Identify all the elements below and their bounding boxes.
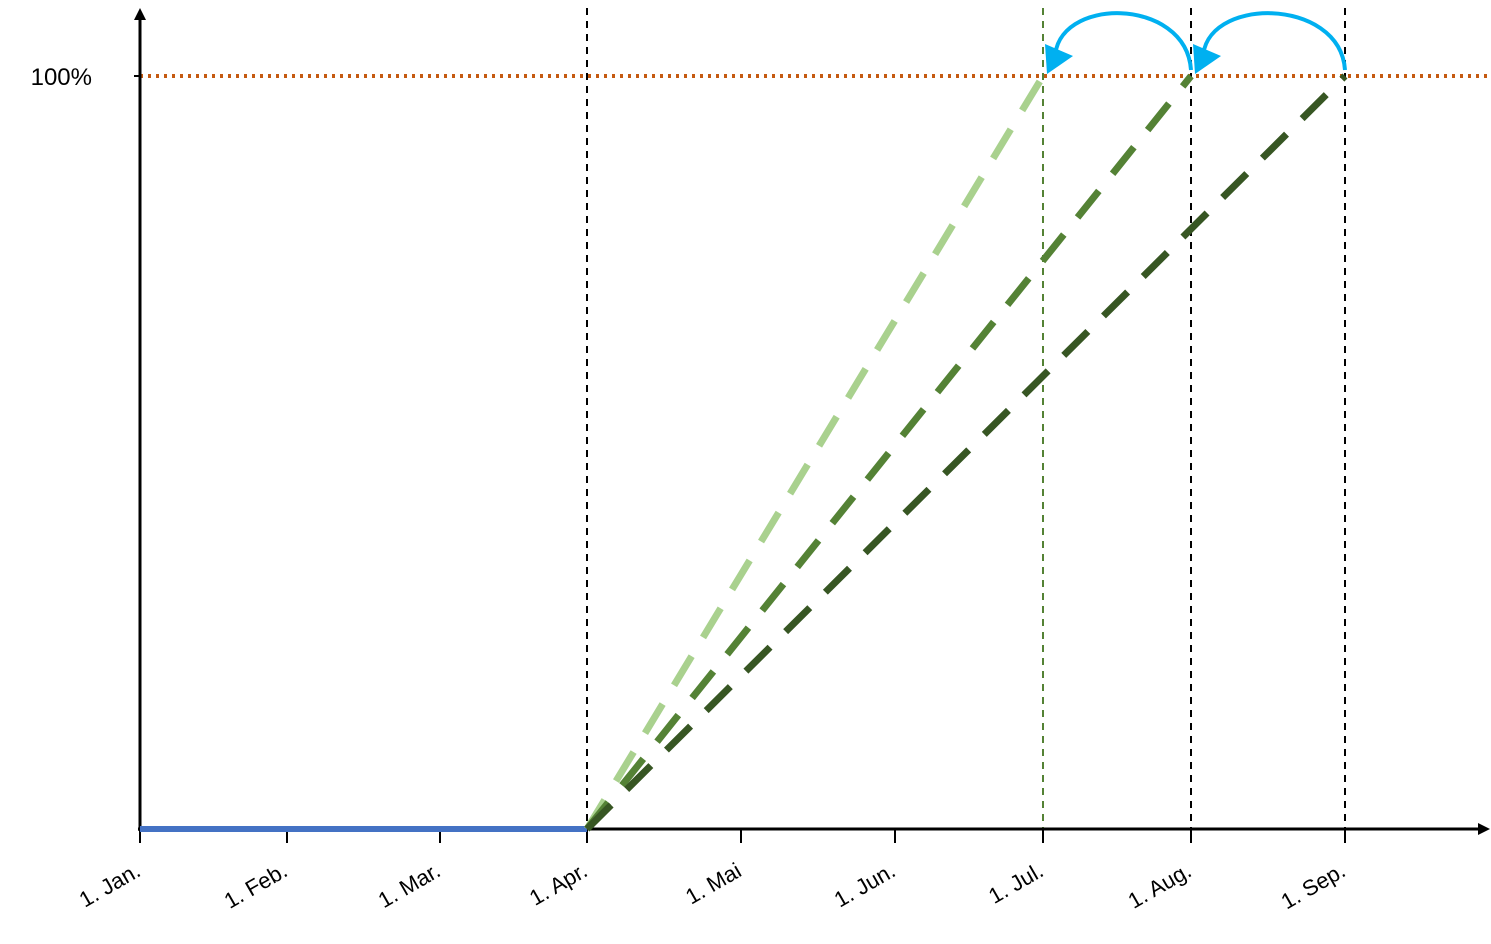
x-tick-label-4: 1. Mai bbox=[681, 858, 745, 910]
curved-arrow-0 bbox=[1200, 11, 1347, 71]
series-line-projection-medium bbox=[584, 73, 1194, 832]
tick-labels: 1. Jan. 1. Feb. 1. Mar. 1. Apr. 1. Mai 1. Jun… bbox=[31, 64, 1350, 914]
x-tick-label-3: 1. Apr. bbox=[525, 858, 592, 911]
reference-lines bbox=[140, 8, 1490, 829]
x-tick-label-0: 1. Jan. bbox=[75, 858, 145, 913]
annotations bbox=[1045, 11, 1347, 74]
y-tick-label-0: 100% bbox=[31, 64, 92, 91]
series-line-projection-slow bbox=[584, 73, 1348, 832]
x-tick-label-5: 1. Jun. bbox=[830, 858, 900, 913]
x-tick-label-2: 1. Mar. bbox=[374, 858, 445, 913]
x-tick-label-1: 1. Feb. bbox=[220, 858, 292, 914]
x-tick-label-8: 1. Sep. bbox=[1277, 858, 1350, 915]
curved-arrow-head-0 bbox=[1193, 44, 1221, 74]
curved-arrow-1 bbox=[1052, 11, 1193, 71]
x-tick-label-6: 1. Jul. bbox=[984, 858, 1047, 909]
curved-arrow-head-1 bbox=[1045, 44, 1073, 74]
series-layer bbox=[140, 73, 1348, 832]
series-line-projection-fast bbox=[584, 74, 1046, 831]
x-tick-label-7: 1. Aug. bbox=[1124, 858, 1196, 914]
